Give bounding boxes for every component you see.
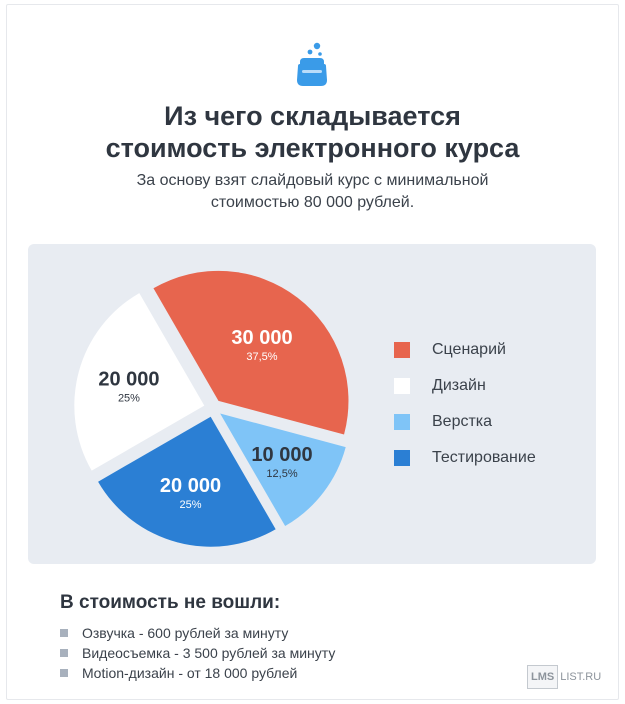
legend-label: Сценарий: [432, 341, 506, 358]
slice-percent-label: 25%: [179, 499, 201, 511]
title-line-1: Из чего складывается: [164, 101, 461, 131]
pie-slice-1: [153, 270, 349, 435]
page-title: Из чего складывается стоимость электронн…: [0, 100, 625, 164]
pie-slice-2: [220, 413, 346, 527]
legend-label: Дизайн: [432, 377, 486, 394]
watermark: LMS LIST.RU: [527, 665, 602, 689]
infographic-frame: [6, 4, 619, 700]
legend-swatch: [394, 450, 410, 466]
title-line-2: стоимость электронного курса: [105, 133, 520, 163]
bullet-icon: [60, 669, 68, 677]
list-item: Озвучка - 600 рублей за минуту: [60, 624, 335, 644]
watermark-box: LMS: [527, 665, 559, 689]
subtitle-line-2: стоимостью 80 000 рублей.: [210, 194, 415, 211]
excluded-list: Озвучка - 600 рублей за минуту Видеосъем…: [60, 624, 335, 684]
slice-value-label: 10 000: [251, 444, 312, 466]
page-subtitle: За основу взят слайдовый курс с минималь…: [0, 170, 625, 214]
slice-percent-label: 37,5%: [246, 351, 277, 363]
slice-value-label: 20 000: [98, 368, 159, 390]
legend-swatch: [394, 342, 410, 358]
slice-percent-label: 12,5%: [266, 468, 297, 480]
subtitle-line-1: За основу взят слайдовый курс с минималь…: [136, 172, 489, 189]
slice-value-label: 30 000: [231, 327, 292, 349]
slice-value-label: 20 000: [160, 475, 221, 497]
pie-chart: 30 000 37,5% 10 000 12,5% 20 000 25% 20 000 25%: [74, 270, 349, 547]
watermark-text: LIST.RU: [560, 671, 602, 683]
legend-swatch: [394, 378, 410, 394]
list-item: Motion-дизайн - от 18 000 рублей: [60, 664, 335, 684]
excluded-item-2: Видеосъемка - 3 500 рублей за минуту: [82, 645, 336, 661]
legend-label: Верстка: [432, 413, 493, 430]
list-item: Видеосъемка - 3 500 рублей за минуту: [60, 644, 335, 664]
excluded-title: В стоимость не вошли:: [60, 592, 281, 613]
pie-slice-3: [98, 416, 276, 547]
legend-label: Тестирование: [432, 449, 536, 466]
slice-percent-label: 25%: [118, 392, 140, 404]
bullet-icon: [60, 649, 68, 657]
pie-slice-4: [74, 293, 205, 471]
wallet-icon: [297, 42, 327, 86]
legend-swatch: [394, 414, 410, 430]
excluded-item-3: Motion-дизайн - от 18 000 рублей: [82, 665, 298, 681]
bullet-icon: [60, 629, 68, 637]
excluded-item-1: Озвучка - 600 рублей за минуту: [82, 625, 289, 641]
